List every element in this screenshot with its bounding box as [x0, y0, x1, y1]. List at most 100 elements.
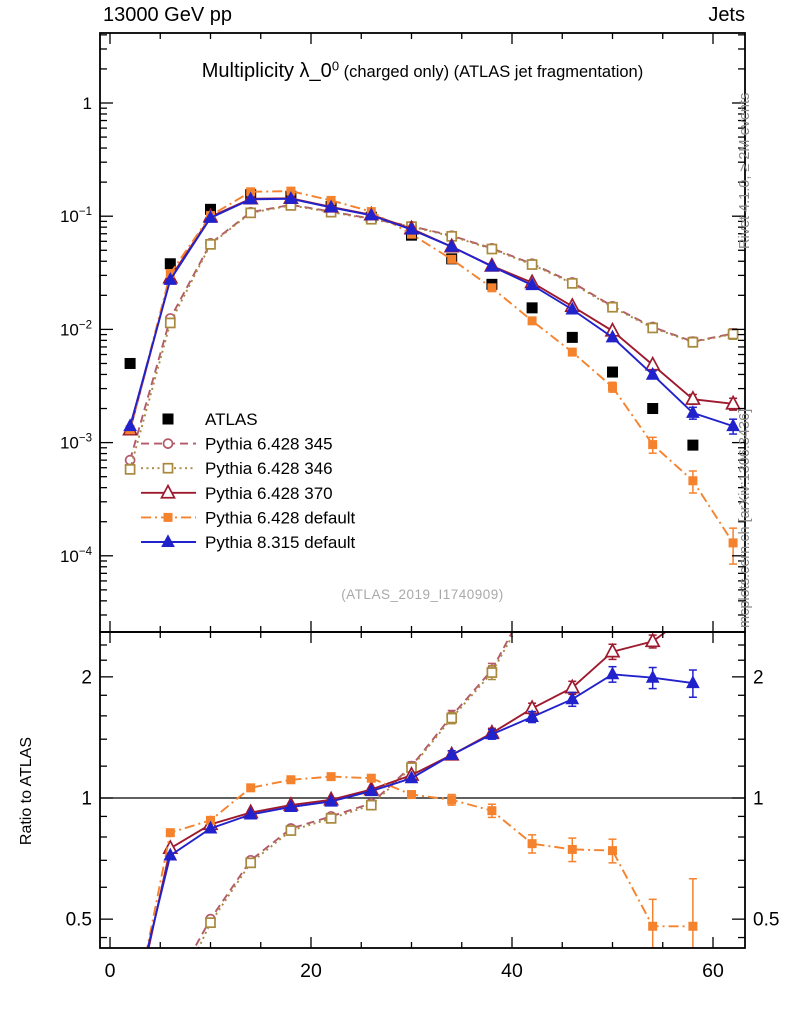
marker-py6-default: [163, 512, 173, 522]
marker-atlas: [162, 413, 174, 425]
marker-py6-default: [286, 775, 296, 785]
svg-text:20: 20: [300, 960, 322, 982]
marker-py6-default: [487, 806, 497, 816]
marker-py8-default: [163, 847, 178, 861]
marker-atlas: [566, 331, 578, 343]
marker-py6-default: [527, 316, 537, 326]
marker-atlas: [647, 403, 659, 415]
svg-text:10−1: 10−1: [60, 206, 92, 226]
plot-title-superscript: 0: [331, 58, 340, 74]
series-py6-346: [124, 200, 739, 475]
legend-item-py8-default: Pythia 8.315 default: [141, 533, 356, 552]
marker-py6-default: [165, 828, 175, 838]
svg-text:0.5: 0.5: [753, 910, 779, 931]
marker-py6-370: [684, 390, 701, 405]
svg-text:60: 60: [702, 960, 724, 982]
marker-py6-346: [166, 1004, 175, 1013]
marker-py6-default: [648, 921, 658, 931]
marker-py6-346: [486, 243, 498, 255]
svg-text:1: 1: [83, 94, 92, 113]
marker-py6-346: [245, 857, 257, 869]
marker-py8-default: [605, 666, 620, 680]
axis-ticks: [100, 33, 745, 948]
marker-py6-346: [446, 712, 458, 724]
svg-text:2: 2: [81, 667, 92, 688]
svg-text:1: 1: [81, 789, 92, 810]
plot-title: Multiplicity λ_00 (charged only) (ATLAS …: [100, 60, 745, 83]
marker-py6-346: [124, 464, 136, 475]
marker-py8-default: [444, 238, 459, 252]
marker-py8-default: [123, 418, 137, 432]
marker-py8-default: [284, 799, 298, 812]
marker-py8-default: [485, 726, 499, 740]
legend-item-py6-370: Pythia 6.428 370: [141, 483, 333, 503]
marker-py6-346: [325, 813, 337, 824]
ratio-axis-title: Ratio to ATLAS: [18, 736, 35, 846]
marker-py8-default: [645, 669, 660, 683]
marker-atlas: [687, 439, 699, 451]
marker-atlas: [526, 302, 538, 314]
main-panel-series: [122, 186, 742, 565]
marker-py6-default: [326, 772, 336, 782]
mcplots-arxiv-note: mcplots.cern.ch [arXiv:1306.3436]: [737, 408, 753, 628]
marker-py6-default: [608, 846, 617, 856]
svg-text:2: 2: [753, 667, 764, 688]
legend-label-py6-346: Pythia 6.428 346: [205, 459, 333, 478]
marker-py6-346: [245, 207, 257, 219]
marker-py6-345: [162, 438, 174, 449]
marker-py6-370: [564, 678, 581, 694]
ratio-panel-frame: [99, 631, 746, 949]
ratio-panel-series: [100, 632, 745, 1024]
marker-py6-346: [566, 278, 578, 289]
series-py8-default: [123, 191, 740, 435]
legend-label-py6-370: Pythia 6.428 370: [205, 484, 333, 503]
marker-py6-346: [607, 301, 618, 313]
line-py6-345: [193, 632, 514, 948]
analysis-group-label: Jets: [708, 4, 745, 26]
marker-py6-370: [160, 483, 176, 499]
marker-py8-default: [324, 793, 338, 807]
svg-text:10−2: 10−2: [60, 319, 92, 339]
marker-py6-370: [644, 632, 661, 648]
marker-atlas: [607, 366, 618, 378]
marker-py8-default: [243, 191, 258, 205]
marker-py8-default: [686, 675, 700, 689]
marker-py6-default: [487, 283, 497, 293]
legend-label-py6-345: Pythia 6.428 345: [205, 435, 333, 454]
marker-py6-346: [162, 462, 174, 474]
marker-py6-345: [166, 987, 175, 996]
series-py8-default: [124, 665, 700, 1024]
beam-energy-label: 13000 GeV pp: [103, 4, 232, 26]
series-py6-346: [166, 632, 516, 1013]
marker-py6-default: [527, 839, 537, 849]
marker-py8-default: [525, 709, 539, 722]
legend-item-py6-345: Pythia 6.428 345: [141, 435, 333, 454]
marker-py8-default: [124, 1014, 136, 1024]
legend-label-atlas: ATLAS: [205, 410, 258, 429]
marker-py6-346: [365, 799, 377, 811]
marker-py8-default: [686, 405, 700, 418]
marker-py8-default: [404, 770, 419, 784]
marker-py8-default: [605, 329, 620, 343]
marker-py8-default: [565, 691, 580, 705]
plot-title-main: Multiplicity λ_0: [201, 60, 332, 82]
svg-text:10−3: 10−3: [60, 433, 92, 453]
legend-label-py8-default: Pythia 8.315 default: [205, 533, 356, 552]
marker-py8-default: [203, 210, 218, 223]
marker-py6-346: [647, 322, 659, 334]
marker-py6-346: [526, 259, 538, 270]
marker-py6-default: [608, 382, 617, 392]
marker-py6-default: [366, 773, 376, 783]
marker-py6-346: [164, 317, 176, 329]
legend-item-atlas: ATLAS: [162, 410, 258, 429]
marker-py6-default: [407, 790, 416, 800]
marker-py8-default: [485, 258, 499, 272]
marker-py8-default: [243, 806, 258, 820]
series-py6-370: [122, 189, 742, 436]
analysis-id-watermark: (ATLAS_2019_I1740909): [341, 587, 504, 602]
marker-py8-default: [645, 366, 660, 380]
line-py8-default: [129, 197, 734, 428]
line-py6-346: [129, 204, 734, 470]
rivet-version-note: Rivet 4.1.0, ≥ 2M events: [737, 92, 753, 249]
